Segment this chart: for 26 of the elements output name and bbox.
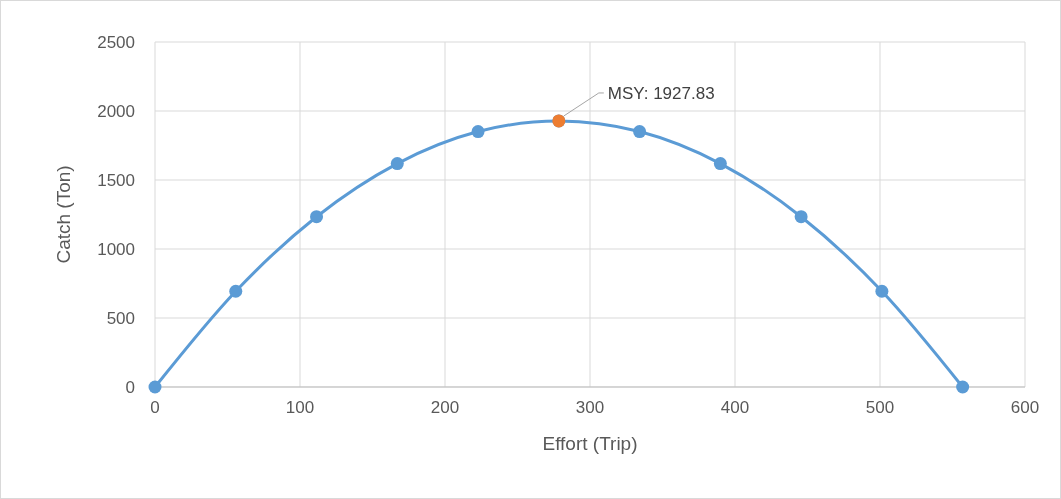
- annotation: MSY: 1927.83: [607, 83, 715, 103]
- point: [229, 284, 243, 298]
- y-tick-label: 2000: [97, 101, 135, 121]
- point: [794, 210, 808, 224]
- x-axis-title: Effort (Trip): [542, 433, 638, 454]
- point: [633, 125, 647, 139]
- x-tick-label: 0: [150, 398, 160, 417]
- point: [713, 157, 727, 171]
- point: [390, 157, 404, 171]
- y-tick-label: 0: [125, 377, 135, 397]
- y-tick-label: 500: [106, 308, 135, 328]
- point: [148, 380, 162, 394]
- x-tick-label: 200: [430, 398, 460, 417]
- x-tick-label: 100: [285, 398, 315, 417]
- x-tick-label: 600: [1010, 398, 1040, 417]
- y-axis-title: Catch (Ton): [53, 165, 74, 264]
- x-tick-label: 300: [575, 398, 605, 417]
- x-tick-label: 500: [865, 398, 895, 417]
- y-tick-label: 1000: [97, 239, 135, 259]
- point: [310, 210, 324, 224]
- point: [875, 284, 889, 298]
- point: [471, 125, 485, 139]
- y-tick-label: 1500: [97, 170, 135, 190]
- y-tick-label: 2500: [97, 32, 135, 52]
- point: [956, 380, 970, 394]
- x-tick-label: 400: [720, 398, 750, 417]
